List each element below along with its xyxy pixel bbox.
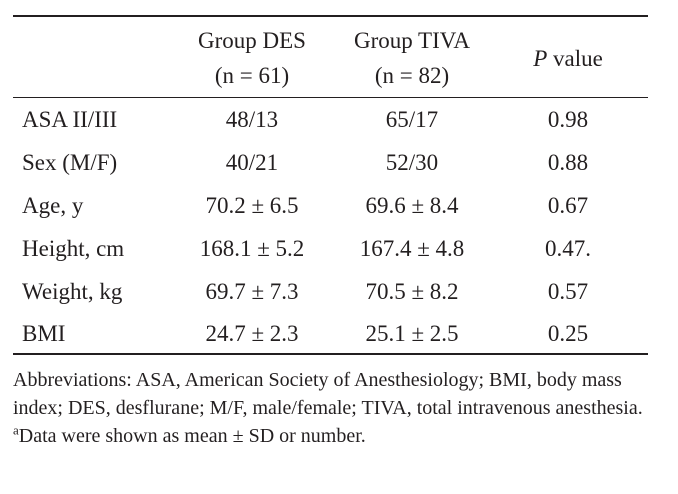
cell-p: 0.57 (500, 278, 636, 306)
table-bottom-rule (13, 353, 648, 355)
cell-des: 70.2 ± 6.5 (174, 192, 330, 220)
cell-des: 40/21 (174, 149, 330, 177)
cell-p: 0.47. (500, 235, 636, 263)
header-p-letter: P (533, 46, 547, 71)
row-label: Height, cm (22, 235, 124, 263)
cell-tiva: 69.6 ± 8.4 (334, 192, 490, 220)
header-group-tiva-name: Group TIVA (334, 27, 490, 55)
row-label: Weight, kg (22, 278, 122, 306)
cell-des: 168.1 ± 5.2 (174, 235, 330, 263)
cell-p: 0.98 (500, 106, 636, 134)
header-group-des-name: Group DES (174, 27, 330, 55)
cell-tiva: 25.1 ± 2.5 (334, 320, 490, 348)
table-header-rule (13, 97, 648, 98)
cell-tiva: 52/30 (334, 149, 490, 177)
cell-p: 0.67 (500, 192, 636, 220)
cell-p: 0.88 (500, 149, 636, 177)
cell-des: 69.7 ± 7.3 (174, 278, 330, 306)
cell-des: 48/13 (174, 106, 330, 134)
row-label: Age, y (22, 192, 83, 220)
header-group-des-n: (n = 61) (174, 62, 330, 90)
cell-tiva: 65/17 (334, 106, 490, 134)
footnote-note-text: Data were shown as mean ± SD or number. (19, 425, 366, 447)
table-top-rule (13, 15, 648, 17)
footnote-data-note: aData were shown as mean ± SD or number. (13, 422, 653, 450)
header-p-value: P value (500, 45, 636, 73)
row-label: ASA II/III (22, 106, 117, 134)
header-p-label: value (553, 46, 603, 71)
table-footnote: Abbreviations: ASA, American Society of … (13, 366, 653, 450)
header-group-tiva-n: (n = 82) (334, 62, 490, 90)
cell-tiva: 167.4 ± 4.8 (334, 235, 490, 263)
cell-p: 0.25 (500, 320, 636, 348)
cell-tiva: 70.5 ± 8.2 (334, 278, 490, 306)
row-label: BMI (22, 320, 65, 348)
cell-des: 24.7 ± 2.3 (174, 320, 330, 348)
footnote-abbreviations: Abbreviations: ASA, American Society of … (13, 366, 653, 422)
row-label: Sex (M/F) (22, 149, 117, 177)
